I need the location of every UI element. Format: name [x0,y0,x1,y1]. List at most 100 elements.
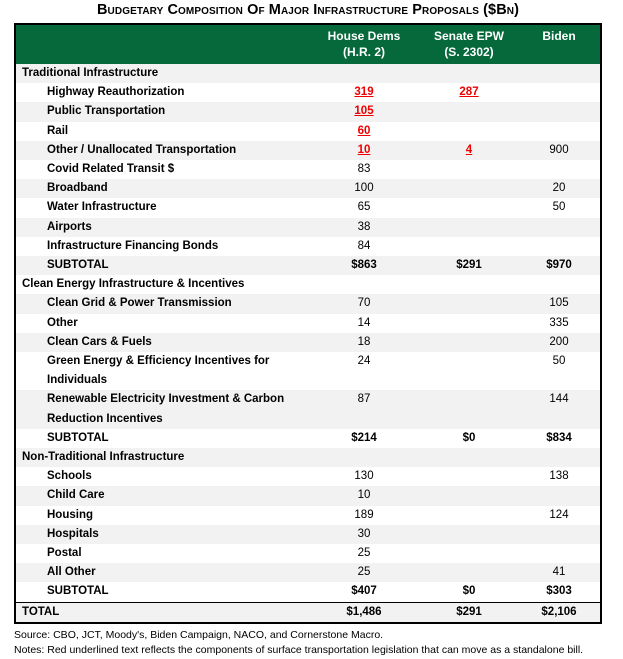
cell-biden [518,102,600,121]
cell-senate-epw [420,486,518,505]
item-row: All Other 25 41 [16,563,600,583]
cell-biden: 200 [549,335,569,348]
cell-senate-epw: $0 [462,585,476,598]
row-label: Green Energy & Efficiency Incentives for… [47,355,270,387]
item-row: Highway Reauthorization 319 287 [16,83,600,102]
cell-senate-epw [420,506,518,525]
cell-house-dems: 87 [357,393,371,406]
cell-biden: 41 [552,566,566,579]
cell-biden [518,83,600,102]
cell-biden [518,525,600,544]
row-label: Schools [47,470,92,483]
row-label: Infrastructure Financing Bonds [47,239,219,252]
row-label: Clean Grid & Power Transmission [47,297,232,310]
row-label: SUBTOTAL [47,259,109,272]
row-label: Highway Reauthorization [47,86,185,99]
cell-senate-epw: $291 [456,605,482,618]
cell-house-dems: 130 [354,470,374,483]
cell-house-dems: 70 [357,297,371,310]
cell-senate-epw [420,275,518,294]
footer: Source: CBO, JCT, Moody's, Biden Campaig… [14,628,620,658]
cell-senate-epw: $0 [462,431,476,444]
cell-house-dems: 25 [357,547,371,560]
cell-biden: 20 [552,182,566,195]
cell-senate-epw [420,390,518,428]
cell-biden: $303 [546,585,572,598]
row-label: Clean Cars & Fuels [47,335,152,348]
row-label: Airports [47,220,92,233]
cell-biden: 144 [549,393,569,406]
section-row: Non-Traditional Infrastructure [16,448,600,468]
cell-house-dems: 10 [357,489,371,502]
row-label: Clean Energy Infrastructure & Incentives [22,278,245,291]
row-label: Non-Traditional Infrastructure [22,451,185,464]
item-row: Housing 189 124 [16,506,600,525]
cell-senate-epw [420,448,518,467]
page-title: Budgetary Composition Of Major Infrastru… [96,2,520,18]
cell-senate-epw [420,352,518,390]
cell-house-dems [308,448,420,467]
column-header-line1: Senate EPW [433,29,505,43]
item-row: Green Energy & Efficiency Incentives for… [16,352,600,390]
cell-senate-epw [420,525,518,544]
cell-senate-epw [420,237,518,256]
subtotal-row: SUBTOTAL $407 $0 $303 [16,582,600,601]
cell-senate-epw [420,160,518,179]
column-header-biden: Biden [518,28,600,60]
cell-house-dems: 319 [354,86,374,99]
cell-biden: 124 [549,508,569,521]
cell-house-dems: 189 [354,508,374,521]
item-row: Broadband 100 20 [16,179,600,199]
item-row: Child Care 10 [16,486,600,506]
notes-note: Notes: Red underlined text reflects the … [14,644,584,656]
cell-biden [518,64,600,83]
row-label: Postal [47,547,82,560]
section-row: Traditional Infrastructure [16,64,600,84]
table-body: Traditional Infrastructure Highway Reauth… [16,64,600,622]
cell-biden [518,160,600,179]
item-row: Other / Unallocated Transportation 10 4 900 [16,140,600,161]
row-label: SUBTOTAL [47,585,109,598]
row-label: Housing [47,508,93,521]
item-row: Postal 25 [16,544,600,563]
table-header: House Dems (H.R. 2) Senate EPW (S. 2302)… [16,25,600,64]
item-row: Schools 130 138 [16,467,600,486]
column-header-line1: Biden [542,29,576,43]
column-header-line2: (S. 2302) [444,45,494,59]
item-row: Infrastructure Financing Bonds 84 [16,237,600,256]
column-header-line2 [518,44,600,60]
item-row: Hospitals 30 [16,524,600,545]
cell-house-dems: $863 [351,259,377,272]
cell-biden: $2,106 [541,605,577,618]
cell-house-dems: 18 [357,335,371,348]
item-row: Renewable Electricity Investment & Carbo… [16,390,600,429]
subtotal-row: SUBTOTAL $214 $0 $834 [16,429,600,448]
cell-senate-epw [420,179,518,198]
column-header-senate-epw: Senate EPW (S. 2302) [420,28,518,60]
cell-senate-epw [420,333,518,352]
cell-house-dems: 105 [354,105,374,118]
cell-house-dems: 30 [357,527,371,540]
row-label: SUBTOTAL [47,431,109,444]
cell-senate-epw [420,467,518,486]
cell-house-dems: 60 [357,124,371,137]
row-label: Rail [47,124,69,137]
cell-biden: 105 [549,297,569,310]
cell-biden: 50 [552,355,566,368]
row-label: All Other [47,566,96,579]
source-note: Source: CBO, JCT, Moody's, Biden Campaig… [14,629,384,641]
cell-senate-epw [420,64,518,83]
row-label: Other [47,316,78,329]
cell-biden [518,218,600,237]
cell-biden [518,448,600,467]
cell-senate-epw [420,314,518,333]
budget-table: House Dems (H.R. 2) Senate EPW (S. 2302)… [14,23,602,624]
row-label: Water Infrastructure [47,201,157,214]
cell-biden: 50 [552,201,566,214]
item-row: Clean Cars & Fuels 18 200 [16,332,600,353]
cell-house-dems [308,275,420,294]
column-header-house-dems: House Dems (H.R. 2) [308,28,420,60]
cell-senate-epw: $291 [456,259,482,272]
item-row: Clean Grid & Power Transmission 70 105 [16,294,600,314]
